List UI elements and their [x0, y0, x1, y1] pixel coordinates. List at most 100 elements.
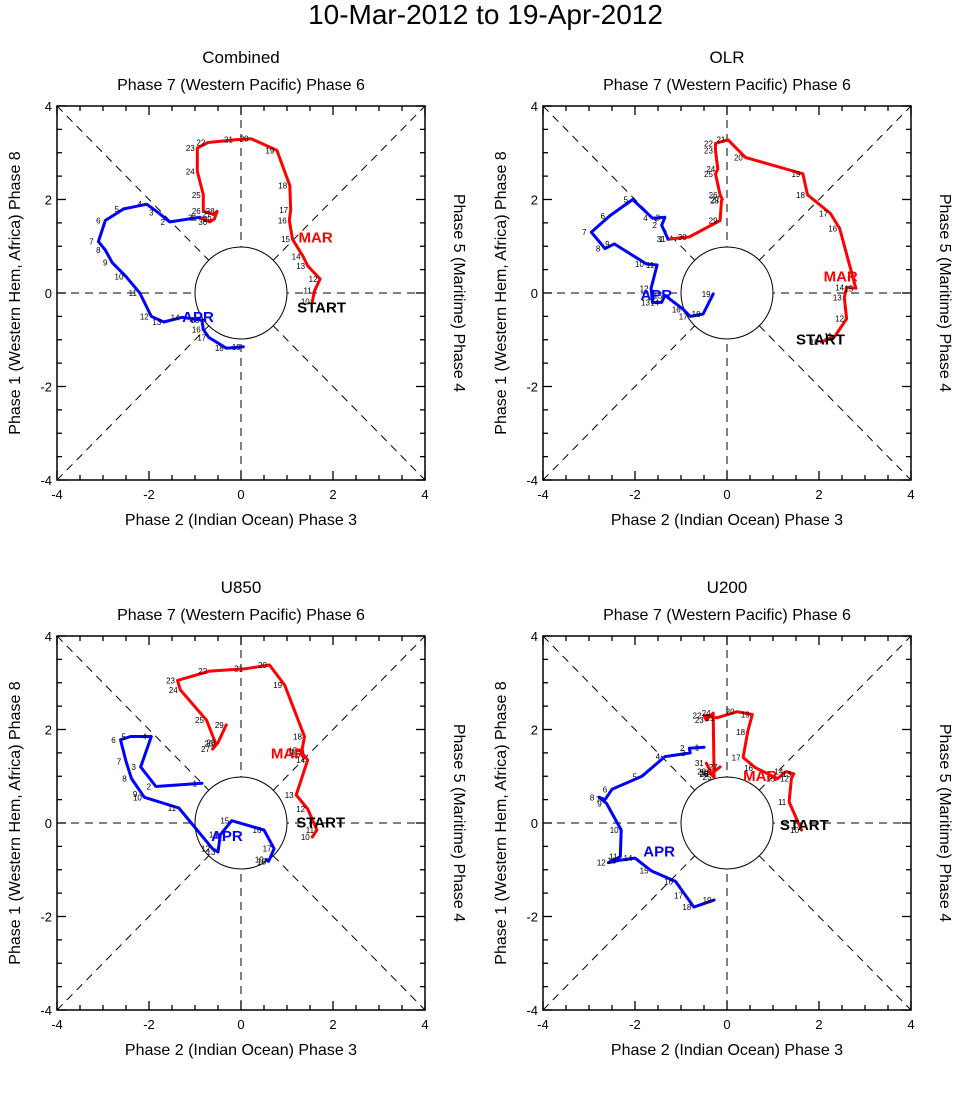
day-label: 15	[288, 747, 297, 756]
x-tick-label: 4	[421, 487, 428, 502]
day-label: 25	[704, 170, 713, 179]
day-label: 6	[603, 785, 608, 794]
y-tick-label: 2	[531, 723, 538, 738]
day-label: 19	[255, 855, 264, 864]
start-label: START	[796, 331, 845, 348]
day-label: 14	[774, 768, 783, 777]
day-label: 12	[309, 275, 318, 284]
day-label: 7	[89, 238, 94, 247]
guide-diagonal-down	[56, 105, 426, 481]
day-label: 24	[706, 165, 715, 174]
day-label: 22	[198, 667, 207, 676]
day-label: 11	[778, 798, 787, 807]
right-phase-label: Phase 5 (Maritime) Phase 4	[936, 724, 953, 922]
guide-diagonal-down	[56, 635, 426, 1011]
day-label: 8	[122, 775, 127, 784]
day-label: 18	[682, 903, 691, 912]
day-label: 16	[278, 217, 287, 226]
x-axis-label: Phase 2 (Indian Ocean) Phase 3	[611, 512, 843, 529]
day-label: 19	[273, 681, 282, 690]
top-phase-label: Phase 7 (Western Pacific) Phase 6	[603, 607, 851, 624]
day-label: 13	[607, 856, 616, 865]
day-label: 16	[672, 305, 681, 314]
top-phase-label: Phase 7 (Western Pacific) Phase 6	[603, 77, 851, 94]
start-label: START	[296, 815, 345, 832]
x-tick-label: -2	[629, 1017, 641, 1032]
day-label: 15	[640, 867, 649, 876]
day-label: 19	[703, 896, 712, 905]
day-label: 21	[224, 136, 233, 145]
x-tick-label: -4	[537, 1017, 549, 1032]
y-tick-label: 2	[45, 193, 52, 208]
x-tick-label: 0	[237, 1017, 244, 1032]
day-label: 10	[810, 338, 819, 347]
day-label: 18	[293, 733, 302, 742]
day-label: 15	[220, 817, 229, 826]
x-tick-label: -4	[537, 487, 549, 502]
y-tick-label: 4	[531, 99, 538, 114]
day-label: 9	[597, 799, 602, 808]
day-label: 20	[726, 708, 735, 717]
day-label: 14	[624, 854, 633, 863]
day-label: 4	[142, 733, 147, 742]
day-label: 28	[206, 207, 215, 216]
day-label: 5	[633, 772, 638, 781]
x-tick-label: -2	[143, 1017, 155, 1032]
day-label: 10	[610, 826, 619, 835]
day-label: 16	[192, 325, 201, 334]
day-label: 14	[296, 756, 305, 765]
day-label: 3	[681, 749, 686, 758]
x-tick-label: 4	[907, 487, 914, 502]
day-label: 13	[152, 318, 161, 327]
day-label: 12	[140, 312, 149, 321]
day-label: 17	[679, 312, 688, 321]
day-label: 15	[281, 235, 290, 244]
y-tick-label: -4	[526, 473, 538, 488]
day-label: 14	[209, 831, 218, 840]
day-label: 29	[697, 768, 706, 777]
series-apr-line	[119, 735, 276, 863]
day-label: 12	[597, 859, 606, 868]
day-label: 7	[117, 757, 122, 766]
day-label: 6	[600, 212, 605, 221]
day-label: 18	[692, 310, 701, 319]
day-label: 30	[699, 769, 708, 778]
day-label: 13	[296, 262, 305, 271]
day-label: 15	[766, 775, 775, 784]
day-label: 13	[641, 298, 650, 307]
day-label: 1	[659, 235, 664, 244]
y-tick-label: 4	[45, 99, 52, 114]
day-label: 18	[257, 857, 266, 866]
day-label: 23	[695, 716, 704, 725]
day-label: 8	[590, 793, 595, 802]
day-label: 22	[704, 139, 713, 148]
day-label: 17	[263, 845, 272, 854]
day-label: 11	[129, 289, 138, 298]
day-label: 15	[190, 316, 199, 325]
y-axis-label: Phase 1 (Western Hem, Africa) Phase 8	[493, 681, 510, 964]
y-tick-label: 2	[45, 723, 52, 738]
day-label: 28	[699, 770, 708, 779]
month-label-mar: MAR	[824, 268, 858, 285]
x-tick-label: 0	[237, 487, 244, 502]
day-label: 18	[736, 728, 745, 737]
x-axis-label: Phase 2 (Indian Ocean) Phase 3	[125, 512, 357, 529]
month-label-apr: APR	[643, 844, 675, 861]
month-label-mar: MAR	[299, 230, 333, 247]
day-label: 23	[166, 676, 175, 685]
y-tick-label: 0	[531, 816, 538, 831]
day-label: 27	[711, 196, 720, 205]
day-label: 29	[709, 217, 718, 226]
day-label: 29	[203, 215, 212, 224]
panel-olr: -4 -2 0 2 4 4 2 0 -2 -4 OLR Phase 7 (Western Pacifi…	[486, 40, 971, 569]
x-tick-label: 4	[421, 1017, 428, 1032]
x-tick-label: 2	[329, 1017, 336, 1032]
y-tick-label: 0	[531, 286, 538, 301]
day-label: 19	[232, 343, 241, 352]
day-label: 17	[674, 891, 683, 900]
month-label-apr: APR	[641, 287, 673, 304]
day-label: 20	[258, 661, 267, 670]
panel-title: U200	[707, 578, 748, 597]
day-label: 3	[131, 763, 136, 772]
day-label: 9	[605, 240, 610, 249]
